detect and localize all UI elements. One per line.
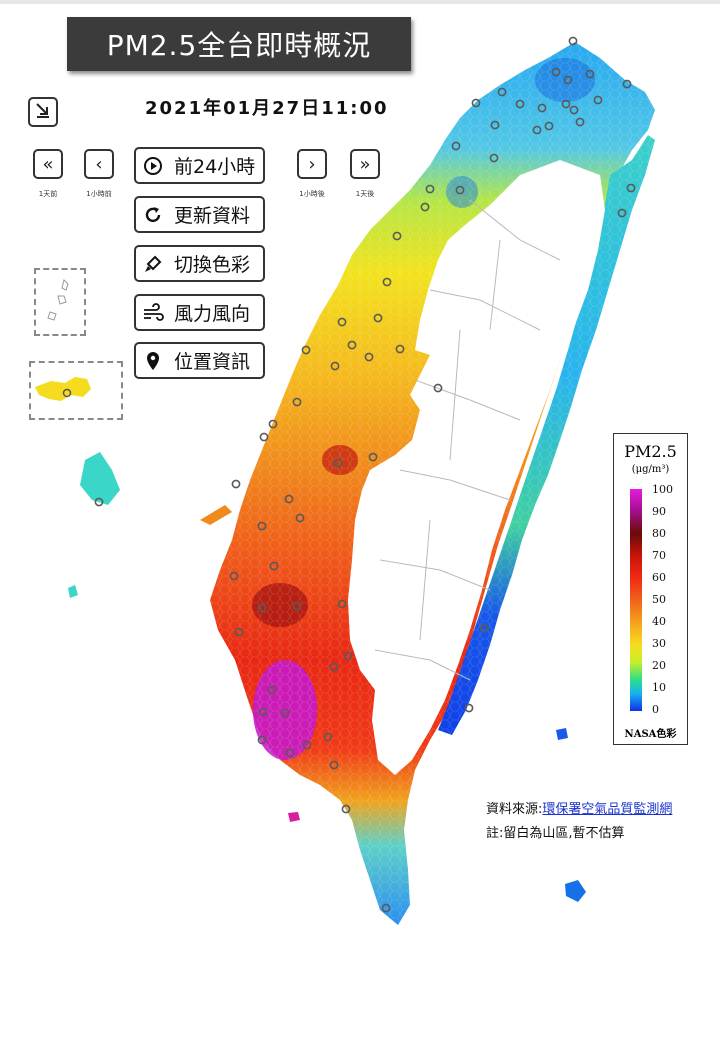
legend-unit: (μg/m³): [631, 464, 670, 475]
refresh-icon: [142, 204, 164, 226]
collapse-button[interactable]: [28, 97, 58, 127]
collapse-arrow-icon: [34, 101, 52, 124]
chevron-right-icon: ›: [308, 153, 316, 175]
prev-hour-label: 1小時前: [86, 190, 112, 198]
legend-tick: 80: [652, 527, 666, 540]
source-prefix: 資料來源:: [486, 802, 543, 817]
mountain-note: 註:留白為山區,暫不估算: [486, 826, 625, 841]
data-source: 資料來源:環保署空氣品質監測網: [486, 798, 672, 817]
double-chevron-right-icon: »: [359, 153, 371, 175]
kinmen-island: [35, 377, 91, 401]
legend-scheme-name: NASA色彩: [624, 729, 677, 740]
page-title: PM2.5全台即時概況: [67, 17, 411, 71]
legend-title: PM2.5: [624, 442, 677, 461]
matsu-outline: [47, 279, 69, 321]
first-day-button[interactable]: «: [33, 149, 63, 179]
chevron-left-icon: ‹: [95, 153, 103, 175]
legend-tick: 50: [652, 593, 666, 606]
west-coast-spur: [200, 505, 232, 525]
switch-color-button[interactable]: 切換色彩: [134, 245, 265, 282]
legend-tick: 90: [652, 505, 666, 518]
legend-tick: 60: [652, 571, 666, 584]
wind-button[interactable]: 風力風向: [134, 294, 265, 331]
last-day-label: 1天後: [355, 190, 375, 198]
refresh-label: 更新資料: [174, 205, 251, 227]
location-label: 位置資訊: [174, 351, 251, 373]
first-day-label: 1天前: [38, 190, 58, 198]
data-datetime: 2021年01月27日11:00: [145, 98, 389, 119]
top-divider: [0, 0, 720, 4]
paint-brush-icon: [142, 253, 164, 275]
wind-label: 風力風向: [174, 303, 251, 325]
refresh-button[interactable]: 更新資料: [134, 196, 265, 233]
past-24h-label: 前24小時: [174, 156, 256, 178]
legend-tick: 100: [652, 483, 673, 496]
legend-color-bar: [630, 489, 642, 711]
legend-tick: 20: [652, 659, 666, 672]
source-link[interactable]: 環保署空氣品質監測網: [542, 802, 673, 817]
location-button[interactable]: 位置資訊: [134, 342, 265, 379]
legend-tick: 10: [652, 681, 666, 694]
past-24h-button[interactable]: 前24小時: [134, 147, 265, 184]
switch-color-label: 切換色彩: [174, 254, 251, 276]
legend-tick: 30: [652, 637, 666, 650]
next-hour-label: 1小時後: [299, 190, 325, 198]
prev-hour-button[interactable]: ‹: [84, 149, 114, 179]
pm25-legend: PM2.5 (μg/m³) 100 90 80 70 60 50 40 30 2…: [613, 433, 688, 745]
next-hour-button[interactable]: ›: [297, 149, 327, 179]
wind-icon: [142, 302, 164, 324]
orchid-island: [556, 728, 568, 740]
green-island: [565, 880, 586, 902]
double-chevron-left-icon: «: [42, 153, 54, 175]
map-pin-icon: [142, 350, 164, 372]
legend-tick: 70: [652, 549, 666, 562]
kinmen-inset[interactable]: [29, 361, 123, 420]
matsu-inset[interactable]: [34, 268, 86, 336]
last-day-button[interactable]: »: [350, 149, 380, 179]
penghu-islet: [68, 585, 78, 598]
legend-tick: 40: [652, 615, 666, 628]
legend-tick: 0: [652, 703, 659, 716]
penghu-islands: [80, 452, 120, 505]
play-circle-icon: [142, 155, 164, 177]
xiaoliuqiu: [288, 812, 300, 822]
